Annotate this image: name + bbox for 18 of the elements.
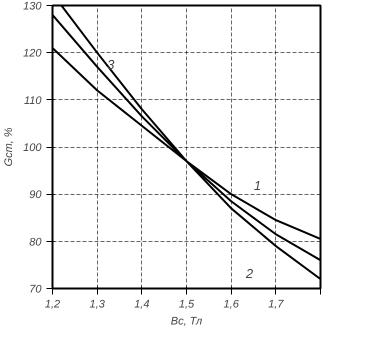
y-axis-title: Gст, %: [3, 127, 16, 166]
y-tick-label: 80: [29, 236, 42, 248]
y-tick-label: 100: [23, 142, 42, 154]
y-tick-label: 70: [29, 284, 42, 296]
series-label: 3: [107, 56, 116, 72]
x-tick-label: 1,4: [134, 298, 150, 310]
x-tick-label: 1,6: [224, 298, 240, 310]
y-tick-label: 110: [24, 94, 42, 107]
x-tick-label: 1,7: [268, 298, 284, 310]
text: 2: [244, 266, 254, 282]
y-tick-label: 120: [23, 48, 42, 60]
y-tick-label: 90: [29, 189, 42, 202]
x-tick-label: 1,5: [178, 298, 196, 310]
x-axis-title: Bс, Тл: [170, 316, 202, 328]
x-tick-label: 1,2: [44, 298, 60, 310]
y-tick-label: 130: [23, 0, 42, 12]
series-label: 1: [254, 178, 262, 194]
x-tick-label: 1,3: [90, 298, 106, 310]
